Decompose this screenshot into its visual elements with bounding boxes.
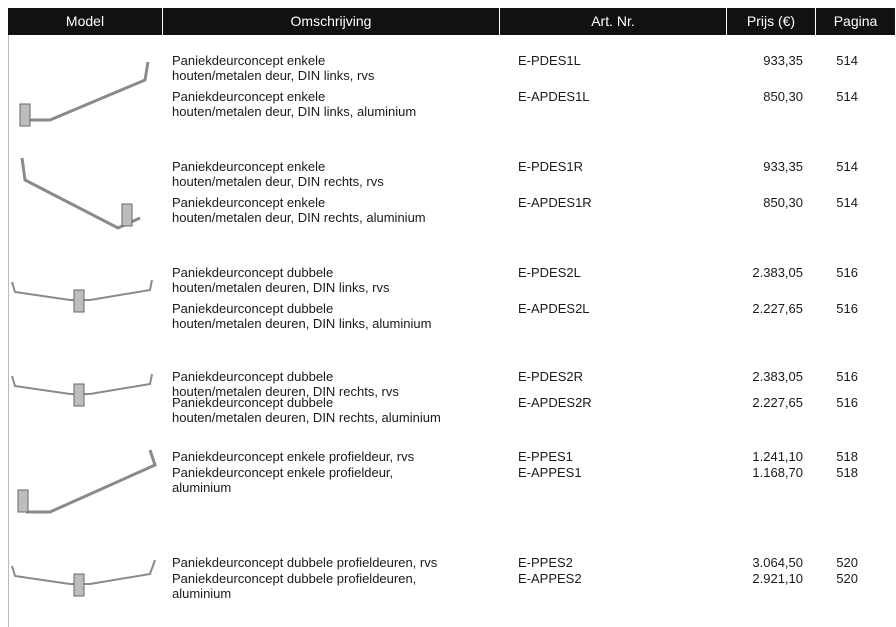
description: Paniekdeurconcept enkele [172, 195, 326, 210]
price: 2.227,65 [752, 395, 803, 410]
article-number: E-PDES1L [518, 53, 581, 68]
article-number: E-APDES2R [518, 395, 592, 410]
price: 2.227,65 [752, 301, 803, 316]
description: houten/metalen deuren, DIN links, alumin… [172, 316, 432, 331]
article-number: E-APDES1L [518, 89, 590, 104]
price: 2.921,10 [752, 571, 803, 586]
description: Paniekdeurconcept dubbele [172, 395, 334, 410]
article-number: E-PDES2R [518, 369, 584, 384]
price: 850,30 [763, 89, 803, 104]
price: 1.241,10 [752, 449, 803, 464]
page-number: 516 [836, 301, 858, 316]
article-number: E-PPES2 [518, 555, 573, 570]
page-number: 520 [836, 555, 858, 570]
description: houten/metalen deur, DIN rechts, rvs [172, 174, 384, 189]
product-picture [73, 383, 85, 407]
header-cell: Omschrijving [163, 8, 500, 35]
description: Paniekdeurconcept enkele profieldeur, rv… [172, 449, 415, 464]
article-number: E-APDES2L [518, 301, 590, 316]
page-number: 514 [836, 159, 858, 174]
page-number: 520 [836, 571, 858, 586]
description: aluminium [172, 480, 232, 495]
description: houten/metalen deur, DIN rechts, alumini… [172, 210, 426, 225]
header-cell: Model [8, 8, 163, 35]
description: houten/metalen deuren, DIN links, rvs [172, 280, 390, 295]
page-number: 514 [836, 53, 858, 68]
article-number: E-PDES2L [518, 265, 581, 280]
page-number: 516 [836, 265, 858, 280]
description: Paniekdeurconcept enkele [172, 159, 326, 174]
article-number: E-APPES1 [518, 465, 582, 480]
product-picture [73, 573, 85, 597]
price: 3.064,50 [752, 555, 803, 570]
article-number: E-APDES1R [518, 195, 592, 210]
description: houten/metalen deur, DIN links, aluminiu… [172, 104, 417, 119]
product-picture [19, 103, 31, 127]
price: 850,30 [763, 195, 803, 210]
description: Paniekdeurconcept dubbele profieldeuren, [172, 571, 417, 586]
price: 933,35 [763, 53, 803, 68]
product-picture [17, 489, 29, 513]
description: Paniekdeurconcept enkele [172, 89, 326, 104]
page-number: 514 [836, 195, 858, 210]
header-cell: Pagina [816, 8, 896, 35]
description: Paniekdeurconcept enkele [172, 53, 326, 68]
page-number: 514 [836, 89, 858, 104]
article-number: E-PDES1R [518, 159, 584, 174]
page-number: 516 [836, 369, 858, 384]
description: houten/metalen deuren, DIN rechts, alumi… [172, 410, 441, 425]
product-picture [26, 449, 157, 514]
price: 2.383,05 [752, 265, 803, 280]
page-number: 518 [836, 465, 858, 480]
price: 2.383,05 [752, 369, 803, 384]
description: houten/metalen deuren, DIN rechts, rvs [172, 384, 399, 399]
price: 933,35 [763, 159, 803, 174]
product-picture [73, 289, 85, 313]
page-number: 516 [836, 395, 858, 410]
header-cell: Art. Nr. [500, 8, 727, 35]
article-number: E-PPES1 [518, 449, 573, 464]
description: Paniekdeurconcept dubbele [172, 369, 334, 384]
header-cell: Prijs (€) [727, 8, 816, 35]
product-picture [121, 203, 133, 227]
article-number: E-APPES2 [518, 571, 582, 586]
product-picture [28, 61, 150, 122]
description: Paniekdeurconcept dubbele [172, 301, 334, 316]
description: houten/metalen deur, DIN links, rvs [172, 68, 375, 83]
description: Paniekdeurconcept dubbele profieldeuren,… [172, 555, 438, 570]
price: 1.168,70 [752, 465, 803, 480]
description: Paniekdeurconcept enkele profieldeur, [172, 465, 394, 480]
description: aluminium [172, 586, 232, 601]
page-number: 518 [836, 449, 858, 464]
description: Paniekdeurconcept dubbele [172, 265, 334, 280]
